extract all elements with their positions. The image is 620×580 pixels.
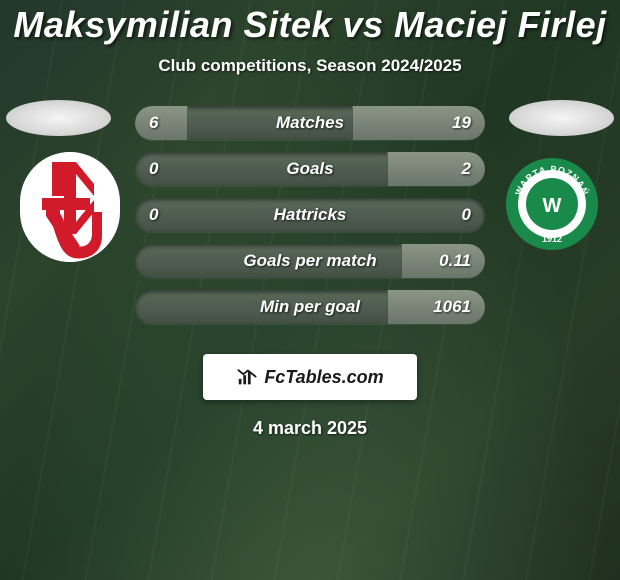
stat-label: Matches bbox=[135, 106, 485, 140]
stat-value-left: 0 bbox=[149, 198, 158, 232]
stat-value-right: 0.11 bbox=[439, 244, 471, 278]
stat-label: Goals per match bbox=[135, 244, 485, 278]
stat-value-right: 0 bbox=[462, 198, 471, 232]
date-text: 4 march 2025 bbox=[0, 418, 620, 439]
bar-chart-icon bbox=[236, 366, 258, 388]
stat-value-right: 19 bbox=[452, 106, 471, 140]
player-platform-right bbox=[509, 100, 614, 136]
club-crest-left bbox=[20, 152, 120, 262]
subtitle: Club competitions, Season 2024/2025 bbox=[0, 56, 620, 76]
page-title: Maksymilian Sitek vs Maciej Firlej bbox=[0, 0, 620, 46]
svg-text:W: W bbox=[543, 195, 562, 217]
lks-lodz-icon bbox=[20, 152, 120, 262]
svg-text:1912: 1912 bbox=[542, 234, 562, 244]
stat-value-right: 2 bbox=[462, 152, 471, 186]
stat-row: Goals0 2 bbox=[135, 152, 485, 186]
stat-row: Goals per match0.11 bbox=[135, 244, 485, 278]
stat-row: Matches6 19 bbox=[135, 106, 485, 140]
stat-value-left: 6 bbox=[149, 106, 158, 140]
club-crest-right: W WARTA POZNAŃ 1912 bbox=[504, 156, 600, 252]
stat-row: Hattricks0 0 bbox=[135, 198, 485, 232]
branding-badge: FcTables.com bbox=[203, 354, 417, 400]
branding-text: FcTables.com bbox=[264, 367, 383, 388]
stat-value-right: 1061 bbox=[433, 290, 471, 324]
stat-label: Hattricks bbox=[135, 198, 485, 232]
stat-row: Min per goal1061 bbox=[135, 290, 485, 324]
player-platform-left bbox=[6, 100, 111, 136]
warta-poznan-icon: W WARTA POZNAŃ 1912 bbox=[504, 156, 600, 252]
stats-area: W WARTA POZNAŃ 1912 Matches619Goals02Hat… bbox=[0, 106, 620, 336]
comparison-card: Maksymilian Sitek vs Maciej Firlej Club … bbox=[0, 0, 620, 580]
stat-value-left: 0 bbox=[149, 152, 158, 186]
stat-bars: Matches619Goals02Hattricks00Goals per ma… bbox=[135, 106, 485, 324]
stat-label: Goals bbox=[135, 152, 485, 186]
